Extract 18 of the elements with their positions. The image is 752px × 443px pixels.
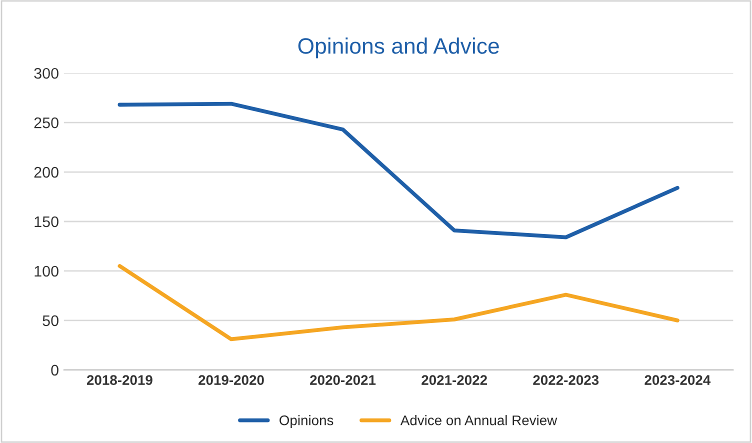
y-tick-label: 150 [34, 216, 58, 228]
x-tick-label: 2020-2021 [310, 375, 376, 385]
line-series [118, 264, 680, 342]
x-tick-label: 2023-2024 [644, 375, 711, 385]
y-tick-label: 0 [51, 364, 58, 376]
y-tick-label: 100 [34, 266, 58, 277]
y-tick-label: 200 [34, 166, 58, 178]
x-tick-label: 2018-2019 [86, 375, 152, 385]
x-tick-label: 2022-2023 [533, 375, 599, 385]
legend-label: Advice on Annual Review [400, 415, 558, 426]
y-tick-label: 250 [34, 117, 58, 128]
chart-title: Opinions and Advice [298, 38, 499, 58]
y-tick-label: 50 [42, 315, 58, 326]
x-tick-label: 2019-2020 [198, 375, 264, 385]
y-tick-label: 300 [34, 68, 58, 79]
x-tick-label: 2021-2022 [422, 375, 487, 385]
line-series [118, 102, 680, 240]
legend-label: Opinions [280, 415, 334, 428]
